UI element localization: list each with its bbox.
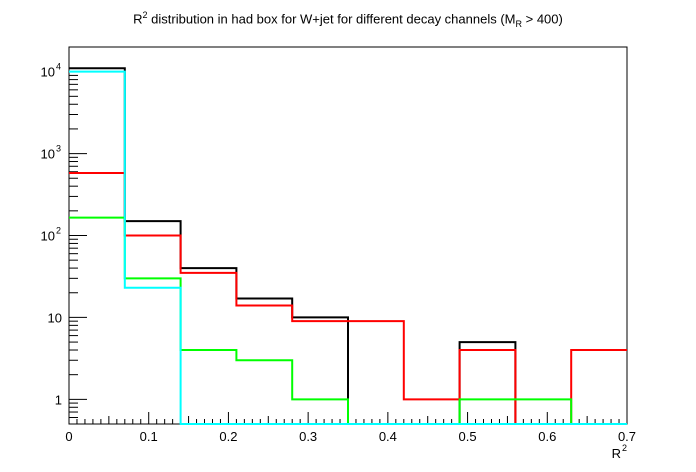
title-middle: distribution in had box for W+jet for di… [147,11,516,27]
histogram-series-1 [69,67,627,425]
title-prefix-sup: 2 [142,10,148,20]
y-tick-label-exponent: 4 [56,62,61,72]
x-tick-label: 0 [65,429,72,444]
y-tick-label: 10 [48,310,62,325]
y-tick-label: 10 [41,229,55,244]
x-axis-label-exponent: 2 [622,443,627,453]
y-tick-label: 10 [41,65,55,80]
title-suffix: > 400) [522,11,563,27]
x-axis-label: R [612,446,621,461]
title-prefix: R [133,11,143,27]
y-tick-label: 10 [41,147,55,162]
x-axis: 0 0.1 0.2 0.3 0.4 0.5 0.6 0.7 [65,412,636,444]
x-tick-label: 0.2 [219,429,237,444]
histogram-series-3 [69,216,627,425]
histogram-series-4 [69,70,627,425]
y-tick-label-exponent: 3 [56,144,61,154]
x-tick-label: 0.3 [299,429,317,444]
chart-title: R2 distribution in had box for W+jet for… [0,10,696,29]
x-tick-label: 0.4 [379,429,397,444]
x-tick-label: 0.6 [538,429,556,444]
series-group [69,67,627,425]
y-tick-label-exponent: 2 [56,226,61,236]
title-sub: R [515,18,523,29]
x-tick-label: 0.7 [618,429,636,444]
x-tick-label: 0.1 [140,429,158,444]
x-tick-label: 0.5 [459,429,477,444]
y-tick-label: 1 [55,392,62,407]
